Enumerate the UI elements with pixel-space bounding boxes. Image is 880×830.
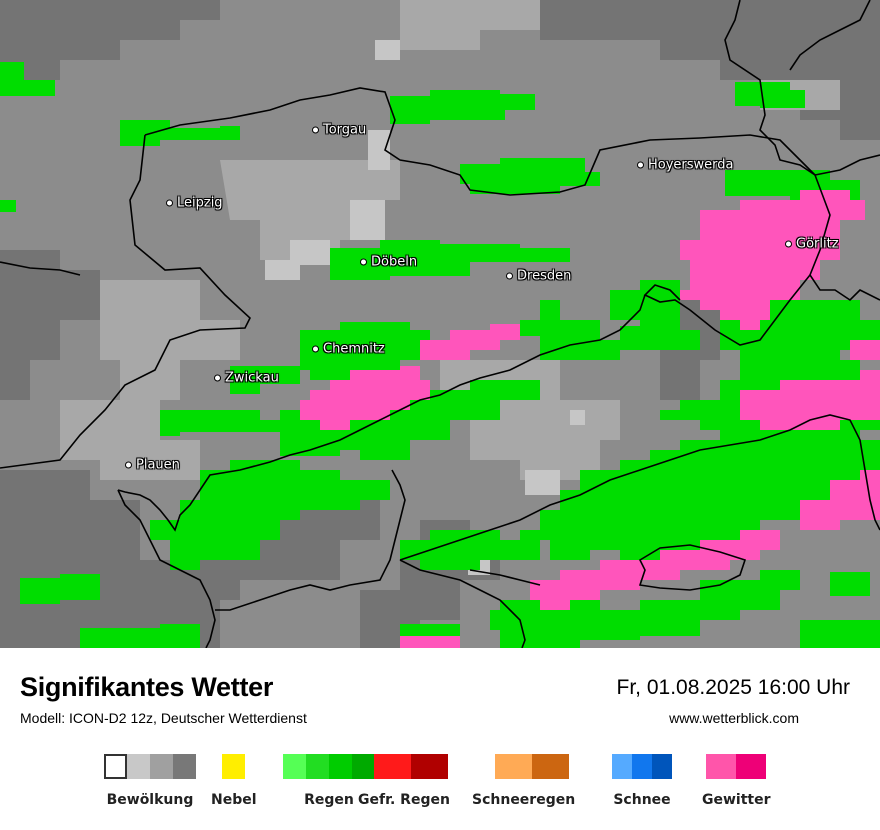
legend-swatches — [706, 754, 767, 779]
border-lines — [0, 0, 880, 648]
city-dot-icon — [506, 272, 513, 280]
legend-swatch — [150, 754, 173, 779]
city-label: Leipzig — [177, 195, 223, 211]
city-marker-doebeln: Döbeln — [360, 254, 418, 270]
legend-swatch — [736, 754, 767, 779]
city-marker-plauen: Plauen — [125, 457, 180, 473]
city-label: Görlitz — [796, 236, 839, 252]
city-label: Chemnitz — [323, 341, 385, 357]
legend-swatch — [531, 754, 569, 779]
city-dot-icon — [214, 374, 221, 382]
city-dot-icon — [360, 258, 367, 266]
legend-swatch — [352, 754, 375, 779]
legend-swatch — [329, 754, 352, 779]
legend-label: Gewitter — [702, 792, 771, 808]
legend-item-snow: Schnee — [612, 754, 672, 808]
city-dot-icon — [125, 461, 132, 469]
legend-label: Schnee — [613, 792, 671, 808]
website-link[interactable]: www.wetterblick.com — [669, 710, 799, 726]
city-dot-icon — [637, 161, 644, 169]
legend-swatch — [104, 754, 127, 779]
city-marker-leipzig: Leipzig — [166, 195, 223, 211]
model-info: Modell: ICON-D2 12z, Deutscher Wetterdie… — [20, 710, 307, 726]
legend-swatch — [306, 754, 329, 779]
weather-map: Torgau Leipzig Hoyerswerda Döbeln Dresde… — [0, 0, 880, 648]
thunderstorm-layer — [300, 190, 880, 648]
legend-item-cloudiness: Bewölkung — [104, 754, 196, 808]
legend-item-freezing-rain: Gefr. Regen — [358, 754, 450, 808]
legend-label: Schneeregen — [472, 792, 576, 808]
city-marker-goerlitz: Görlitz — [785, 236, 839, 252]
cloud-lighter-layer — [265, 40, 585, 575]
legend-label: Gefr. Regen — [358, 792, 450, 808]
city-label: Zwickau — [225, 370, 279, 386]
legend-swatch — [283, 754, 306, 779]
legend-swatches — [104, 754, 196, 779]
legend-label: Regen — [304, 792, 354, 808]
city-marker-chemnitz: Chemnitz — [312, 341, 385, 357]
city-dot-icon — [312, 345, 319, 353]
legend-swatch — [222, 754, 246, 779]
city-marker-torgau: Torgau — [312, 122, 367, 138]
legend-swatch — [706, 754, 737, 779]
weather-map-layers — [0, 0, 880, 648]
legend-swatch — [612, 754, 632, 779]
legend-swatches — [222, 754, 246, 779]
legend-swatch — [632, 754, 652, 779]
legend-label: Nebel — [211, 792, 257, 808]
legend-swatch — [173, 754, 196, 779]
map-title: Signifikantes Wetter — [20, 672, 274, 702]
city-marker-hoyerswerda: Hoyerswerda — [637, 157, 734, 173]
city-marker-zwickau: Zwickau — [214, 370, 279, 386]
legend-swatch — [410, 754, 448, 779]
city-dot-icon — [312, 126, 319, 134]
legend-swatches — [494, 754, 569, 779]
city-label: Dresden — [517, 268, 572, 284]
city-marker-dresden: Dresden — [506, 268, 572, 284]
legend-item-rain: Regen — [283, 754, 375, 808]
city-dot-icon — [166, 199, 173, 207]
legend-item-fog: Nebel — [211, 754, 257, 808]
legend-swatches — [283, 754, 375, 779]
legend-swatch — [373, 754, 411, 779]
legend-swatch — [127, 754, 150, 779]
city-label: Plauen — [136, 457, 180, 473]
legend-label: Bewölkung — [106, 792, 194, 808]
map-footer: Signifikantes Wetter Modell: ICON-D2 12z… — [0, 648, 880, 830]
city-label: Hoyerswerda — [648, 157, 734, 173]
city-label: Torgau — [323, 122, 367, 138]
legend-item-thunderstorm: Gewitter — [702, 754, 771, 808]
city-dot-icon — [785, 240, 792, 248]
legend-swatch — [652, 754, 672, 779]
legend-swatches — [373, 754, 448, 779]
legend-item-sleet: Schneeregen — [472, 754, 575, 808]
forecast-datetime: Fr, 01.08.2025 16:00 Uhr — [616, 676, 851, 699]
rain-layer — [0, 62, 880, 648]
legend-swatches — [612, 754, 672, 779]
city-label: Döbeln — [371, 254, 418, 270]
legend-swatch — [494, 754, 532, 779]
